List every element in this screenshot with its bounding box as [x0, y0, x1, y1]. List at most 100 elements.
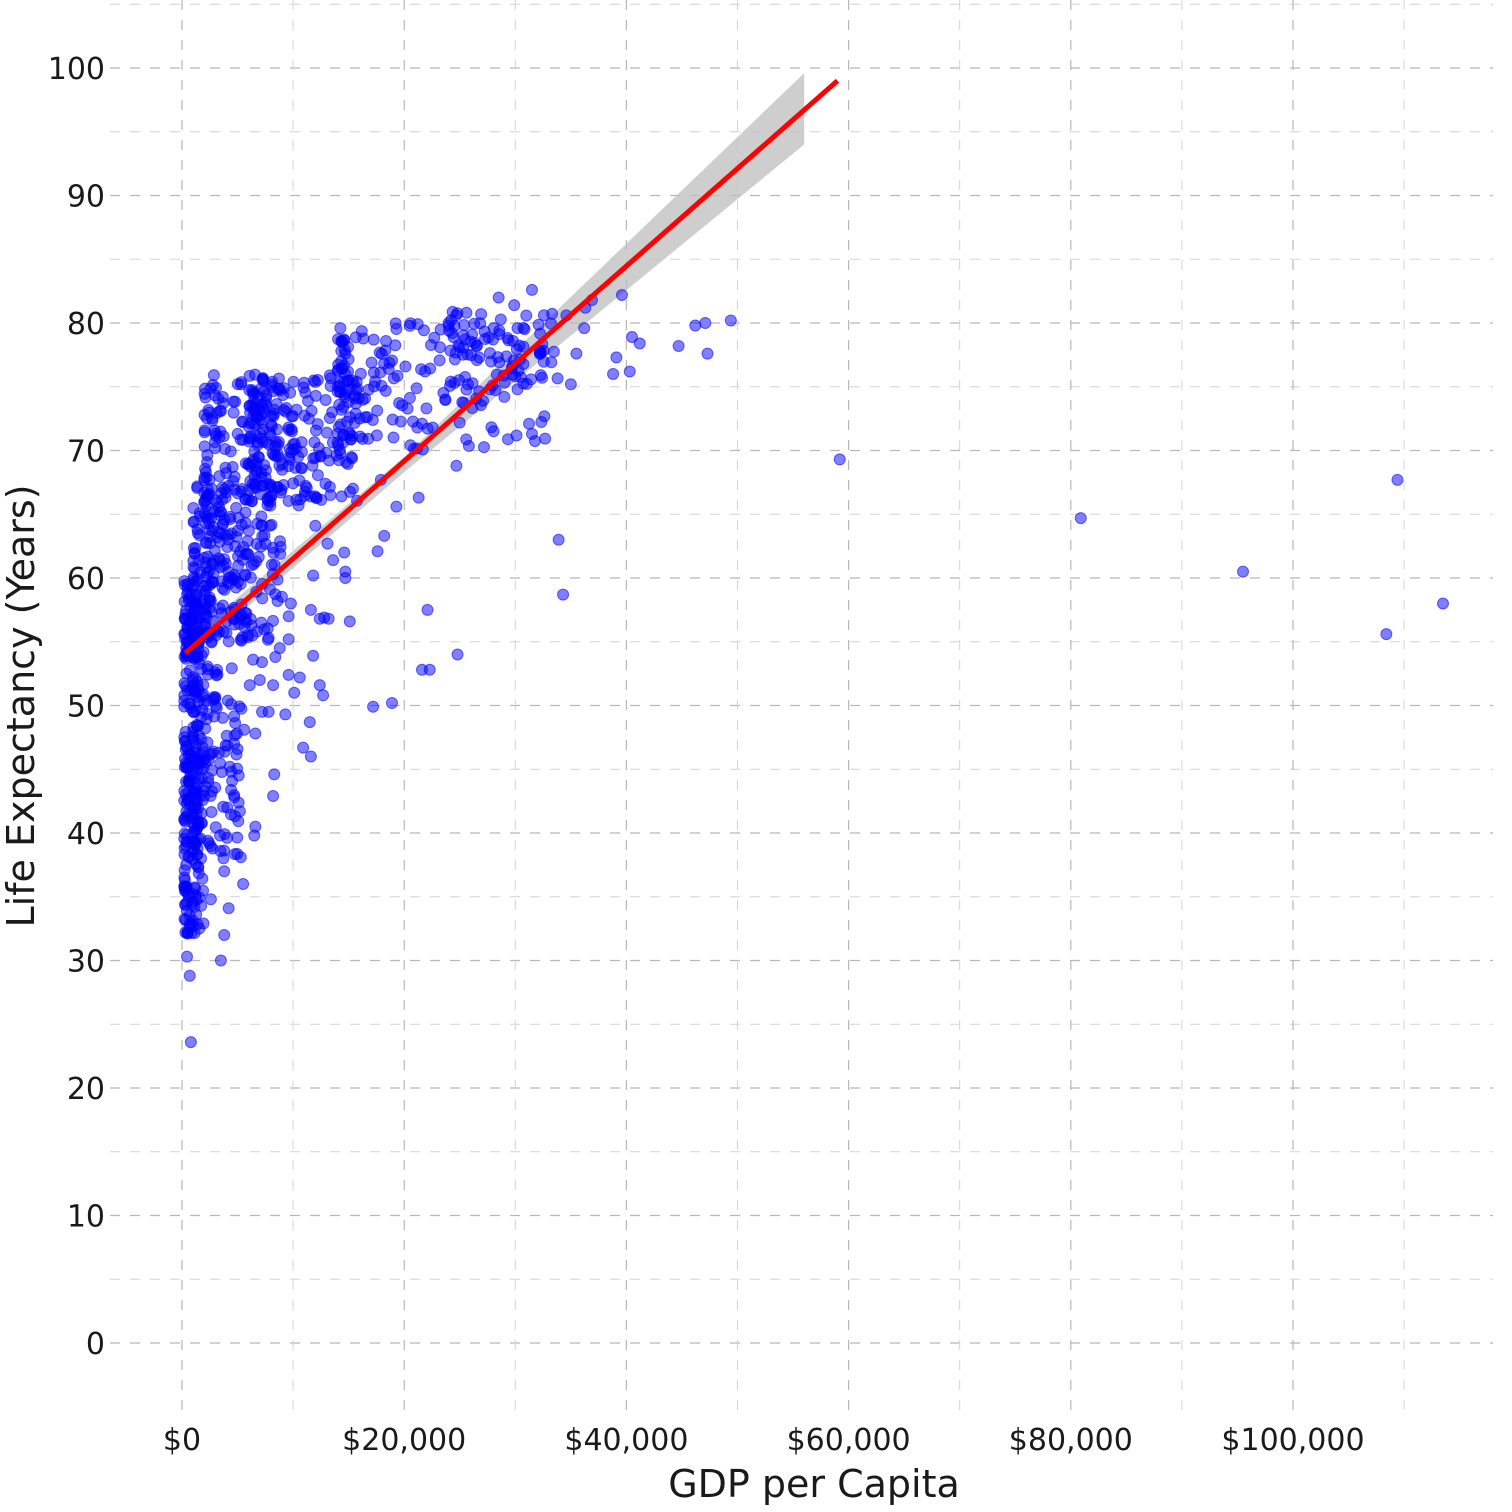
data-point [672, 339, 685, 352]
data-point [282, 633, 295, 646]
data-point [187, 721, 200, 734]
data-point [232, 815, 245, 828]
data-point [227, 395, 240, 408]
data-point [1436, 597, 1449, 610]
data-point [333, 375, 346, 388]
data-point [299, 386, 312, 399]
data-point [508, 299, 521, 312]
data-point [210, 669, 223, 682]
data-point [218, 929, 231, 941]
data-point [242, 484, 255, 497]
data-point [247, 453, 260, 466]
data-point [191, 527, 204, 540]
data-point [370, 429, 383, 442]
data-point [198, 551, 211, 564]
data-point [199, 536, 212, 549]
confidence-band [185, 73, 805, 661]
data-point [457, 341, 470, 354]
data-point [180, 950, 193, 963]
x-axis-ticks: $0 $20,000 $40,000 $60,000 $80,000 $100,000 [163, 1423, 1365, 1458]
data-point [282, 610, 295, 623]
data-point [547, 345, 560, 358]
data-point [477, 441, 490, 454]
data-point [346, 482, 359, 495]
data-point [386, 413, 399, 426]
data-point [198, 424, 211, 437]
data-point [1237, 565, 1250, 578]
data-point [237, 878, 250, 890]
data-point [233, 617, 246, 630]
data-point [375, 347, 388, 360]
data-points-layer [178, 283, 1449, 1049]
data-point [341, 457, 354, 470]
y-tick-label: 70 [67, 435, 105, 470]
data-point [421, 603, 434, 616]
data-point [338, 334, 351, 347]
confidence-band-layer [185, 73, 805, 661]
data-point [350, 375, 363, 388]
data-point [334, 418, 347, 431]
data-point [241, 547, 254, 560]
data-point [500, 350, 513, 363]
data-point [214, 404, 227, 417]
data-point [246, 399, 259, 412]
data-point [423, 663, 436, 676]
data-point [178, 880, 191, 893]
data-point [535, 415, 548, 428]
data-point [255, 656, 268, 669]
data-point [243, 679, 256, 692]
data-point [415, 417, 428, 430]
data-point [199, 780, 212, 793]
data-point [181, 580, 194, 593]
data-point [200, 471, 213, 484]
data-point [282, 668, 295, 681]
data-point [578, 322, 591, 335]
data-point [258, 529, 271, 542]
data-point [274, 547, 287, 560]
data-point [288, 437, 301, 450]
data-point [334, 322, 347, 335]
data-point [474, 317, 487, 330]
data-point [231, 524, 244, 537]
data-point [523, 417, 536, 430]
data-point [243, 369, 256, 382]
data-point [615, 288, 628, 301]
data-point [231, 743, 244, 756]
data-point [304, 750, 317, 763]
data-point [297, 741, 310, 754]
data-point [311, 469, 324, 482]
data-point [187, 767, 200, 780]
y-tick-label: 10 [67, 1200, 105, 1235]
data-point [226, 774, 239, 787]
data-point [245, 495, 258, 508]
data-point [623, 365, 636, 378]
data-point [321, 537, 334, 550]
data-point [290, 403, 303, 416]
data-point [235, 702, 248, 715]
data-point [261, 633, 274, 646]
data-point [180, 904, 193, 917]
data-point [187, 919, 200, 932]
data-point [214, 954, 227, 967]
data-point [518, 323, 531, 336]
data-point [446, 305, 459, 318]
data-point [338, 546, 351, 559]
data-point [239, 506, 252, 519]
data-point [187, 808, 200, 821]
data-point [187, 671, 200, 684]
data-point [178, 848, 191, 861]
data-point [201, 449, 214, 462]
data-point [403, 319, 416, 332]
data-point [231, 831, 244, 844]
data-point [189, 686, 202, 699]
data-point [298, 376, 311, 389]
data-point [399, 360, 412, 373]
data-point [494, 313, 507, 326]
data-point [501, 433, 514, 446]
data-point [492, 291, 505, 304]
data-point [610, 351, 623, 364]
data-point [221, 831, 234, 844]
data-point [222, 902, 235, 915]
data-point [466, 377, 479, 390]
data-point [251, 410, 264, 423]
